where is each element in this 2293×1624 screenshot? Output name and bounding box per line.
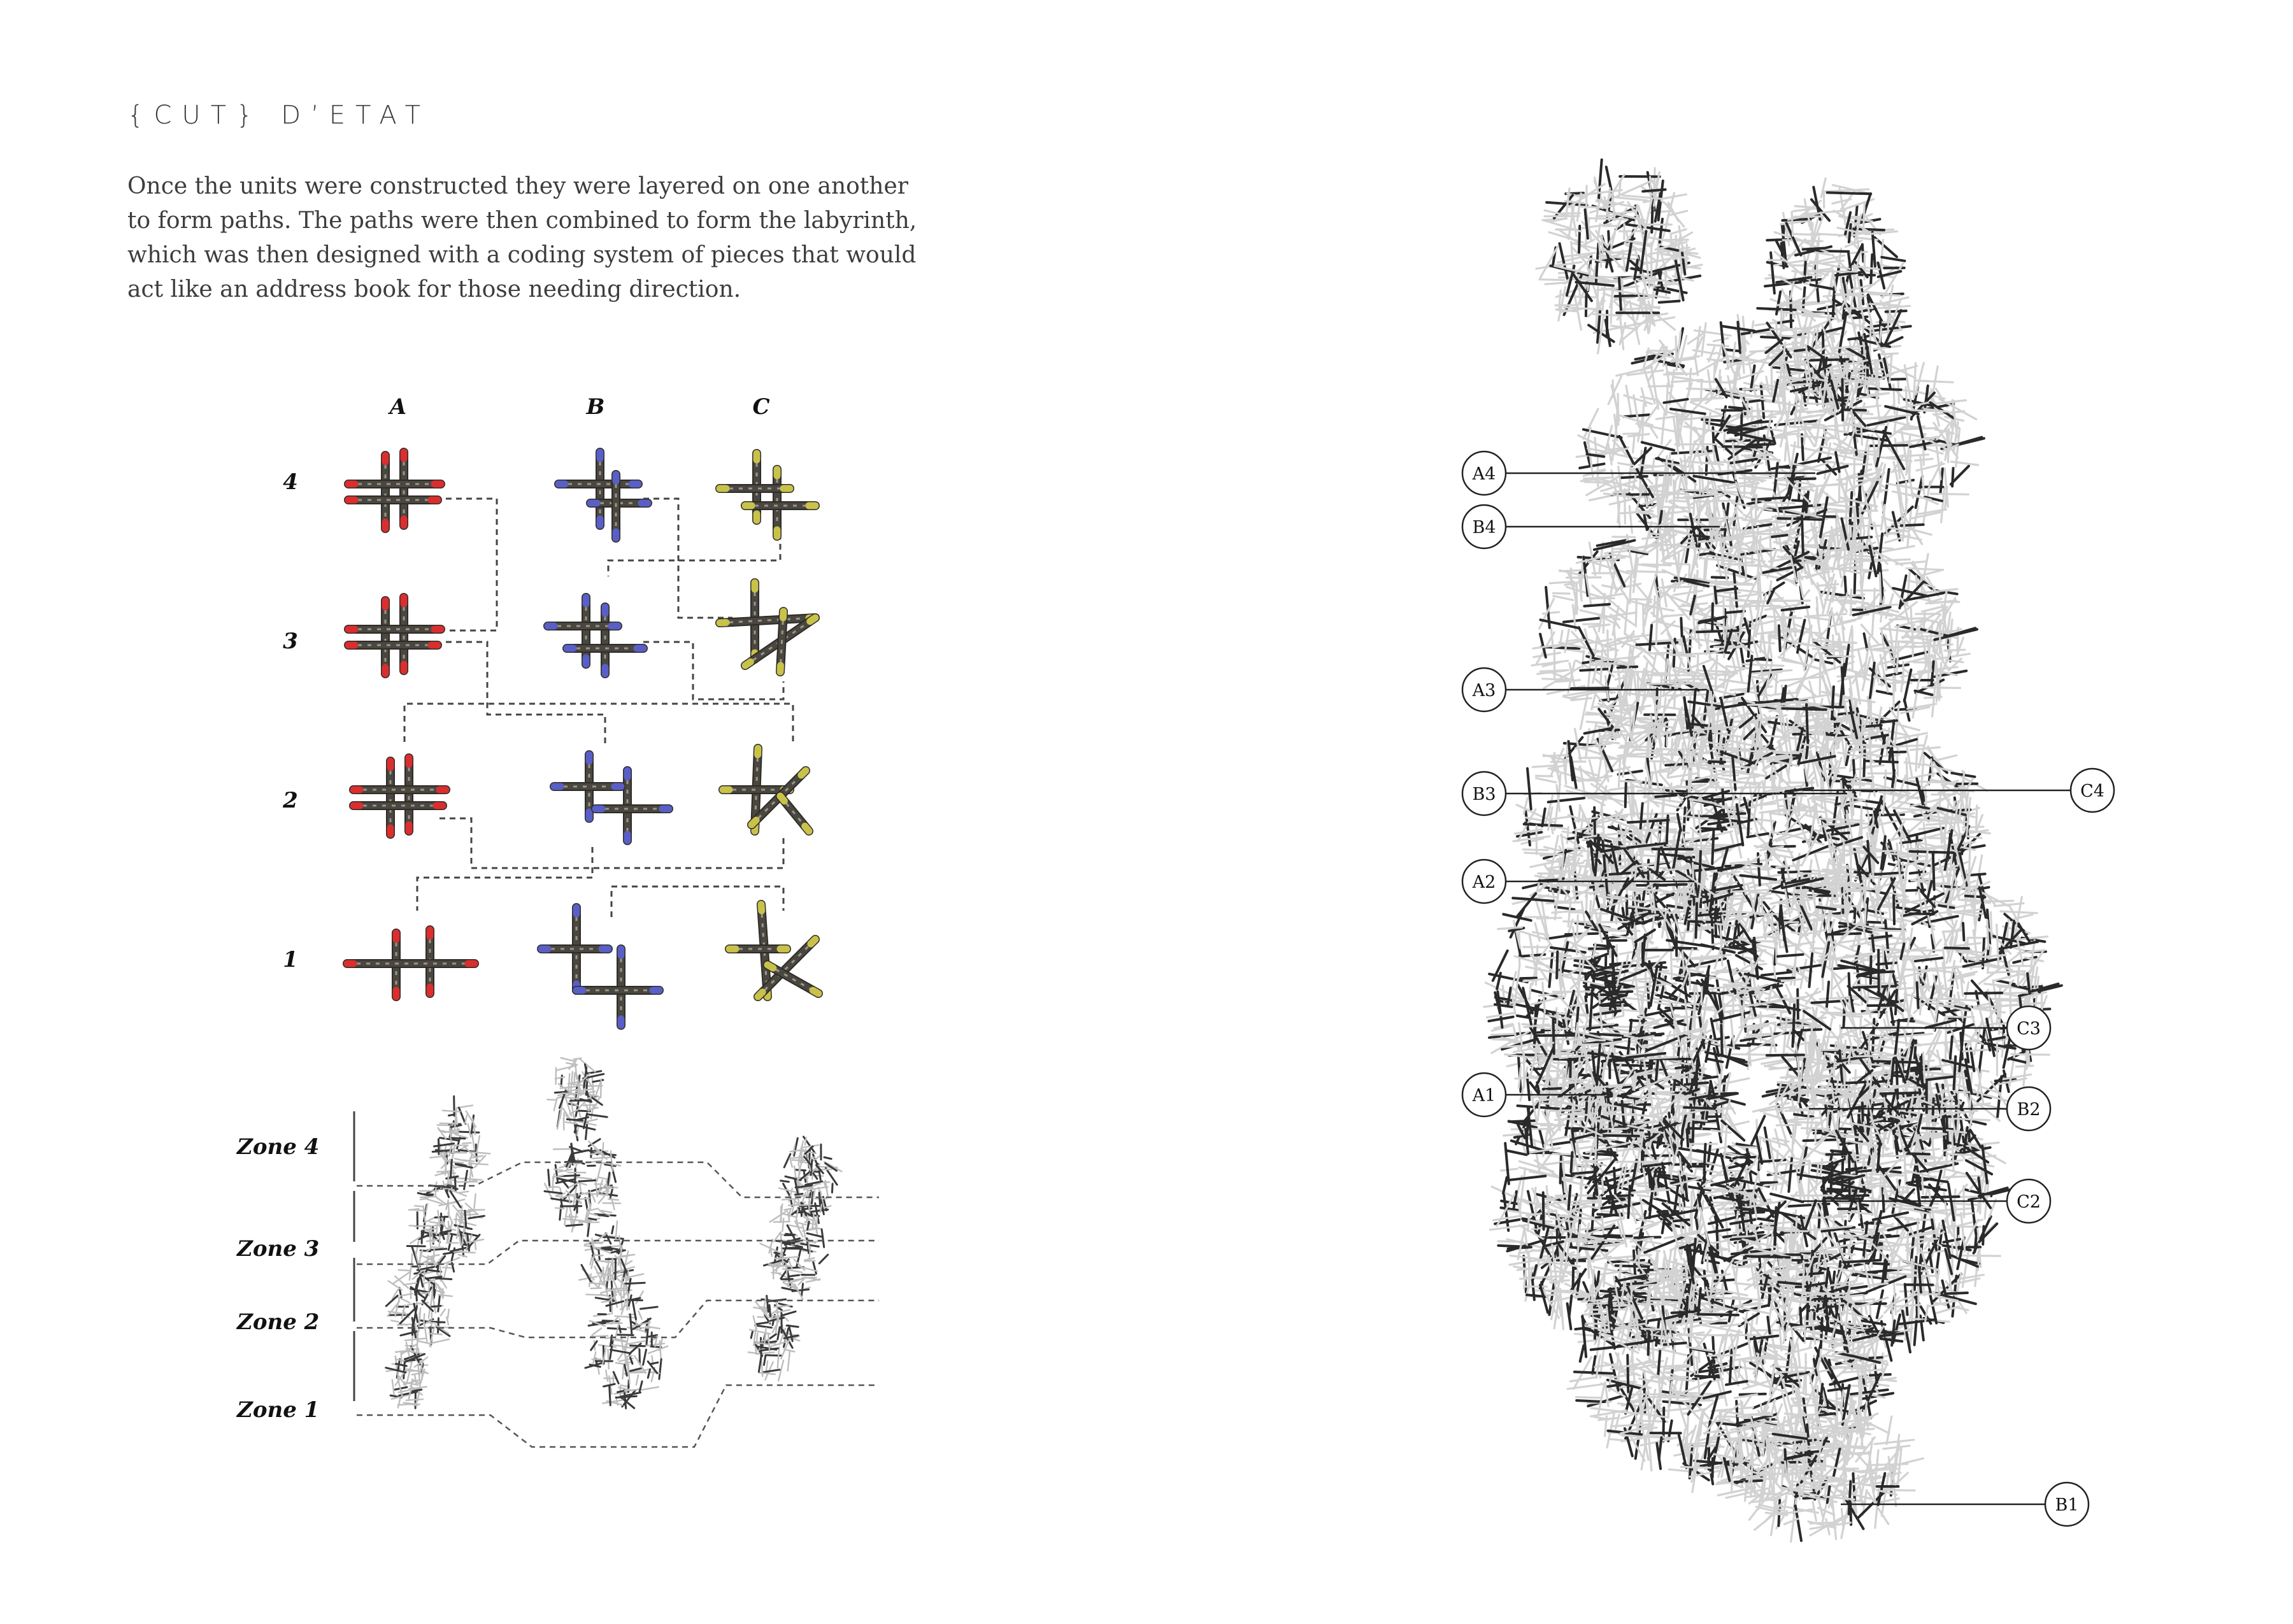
callout-label-a4: A4: [1472, 464, 1496, 484]
callout-label-c4: C4: [2080, 781, 2104, 801]
callout-circle-a4: [1461, 450, 1507, 496]
unit-c4: [715, 449, 820, 541]
callout-circle-a3: [1461, 667, 1507, 713]
unit-matrix: A B C 4 3 2 1: [282, 394, 823, 1030]
callout-circle-b2: [2006, 1086, 2052, 1132]
zone-label-2: Zone 2: [236, 1309, 319, 1335]
unit-c1: [725, 900, 823, 1001]
zone-clouds: [385, 1057, 843, 1409]
labyrinth-plan: A4 B4 A3 B3 A2 A1 C4 C3 B2 C2 B1: [1461, 158, 2115, 1543]
callout-label-a3: A3: [1472, 681, 1496, 701]
unit-c2: [718, 744, 813, 836]
intro-paragraph: Once the units were constructed they wer…: [127, 173, 917, 303]
callout-label-b1: B1: [2055, 1495, 2078, 1515]
callout-label-b2: B2: [2017, 1100, 2040, 1120]
zone-diagram: Zone 4 Zone 3 Zone 2 Zone 1: [236, 1057, 879, 1448]
row-label-2: 2: [282, 788, 298, 813]
unit-c3: [715, 578, 820, 676]
callout-label-b3: B3: [1472, 785, 1496, 804]
callout-label-a1: A1: [1472, 1086, 1496, 1106]
unit-b2: [550, 750, 673, 845]
column-label-a: A: [388, 394, 406, 420]
column-label-c: C: [752, 394, 769, 420]
unit-a1: [343, 925, 479, 1001]
callout-label-b4: B4: [1472, 518, 1496, 538]
unit-a2: [349, 753, 450, 839]
callout-label-c2: C2: [2017, 1192, 2041, 1212]
zone-label-1: Zone 1: [236, 1397, 319, 1423]
page-title: {CUT} D’ETAT: [127, 101, 431, 130]
callout-circle-a1: [1461, 1072, 1507, 1118]
callout-circle-c2: [2006, 1178, 2052, 1224]
callout-circle-b3: [1461, 771, 1507, 816]
zone-label-3: Zone 3: [236, 1236, 319, 1262]
unit-b1: [537, 903, 664, 1030]
callout-circle-c4: [2069, 767, 2115, 813]
unit-connector-lines: [403, 497, 794, 917]
callout-circle-b4: [1461, 504, 1507, 550]
callout-circle-a2: [1461, 858, 1507, 904]
callout-label-c3: C3: [2017, 1019, 2041, 1039]
unit-a4: [344, 448, 445, 533]
row-label-1: 1: [283, 947, 298, 972]
column-label-b: B: [586, 394, 605, 420]
zone-label-4: Zone 4: [236, 1134, 319, 1160]
callout-circle-c3: [2006, 1005, 2052, 1051]
row-label-4: 4: [283, 469, 298, 495]
unit-b3: [543, 593, 648, 678]
callout-label-a2: A2: [1472, 873, 1496, 892]
labyrinth-callouts: A4 B4 A3 B3 A2 A1 C4 C3 B2 C2 B1: [1461, 450, 2115, 1527]
unit-a3: [344, 593, 445, 678]
unit-b4: [554, 448, 652, 543]
callout-circle-b1: [2044, 1481, 2090, 1527]
zone-divider-lines: [357, 1161, 879, 1448]
labyrinth-pieces: [1483, 158, 2063, 1543]
row-label-3: 3: [283, 629, 298, 654]
